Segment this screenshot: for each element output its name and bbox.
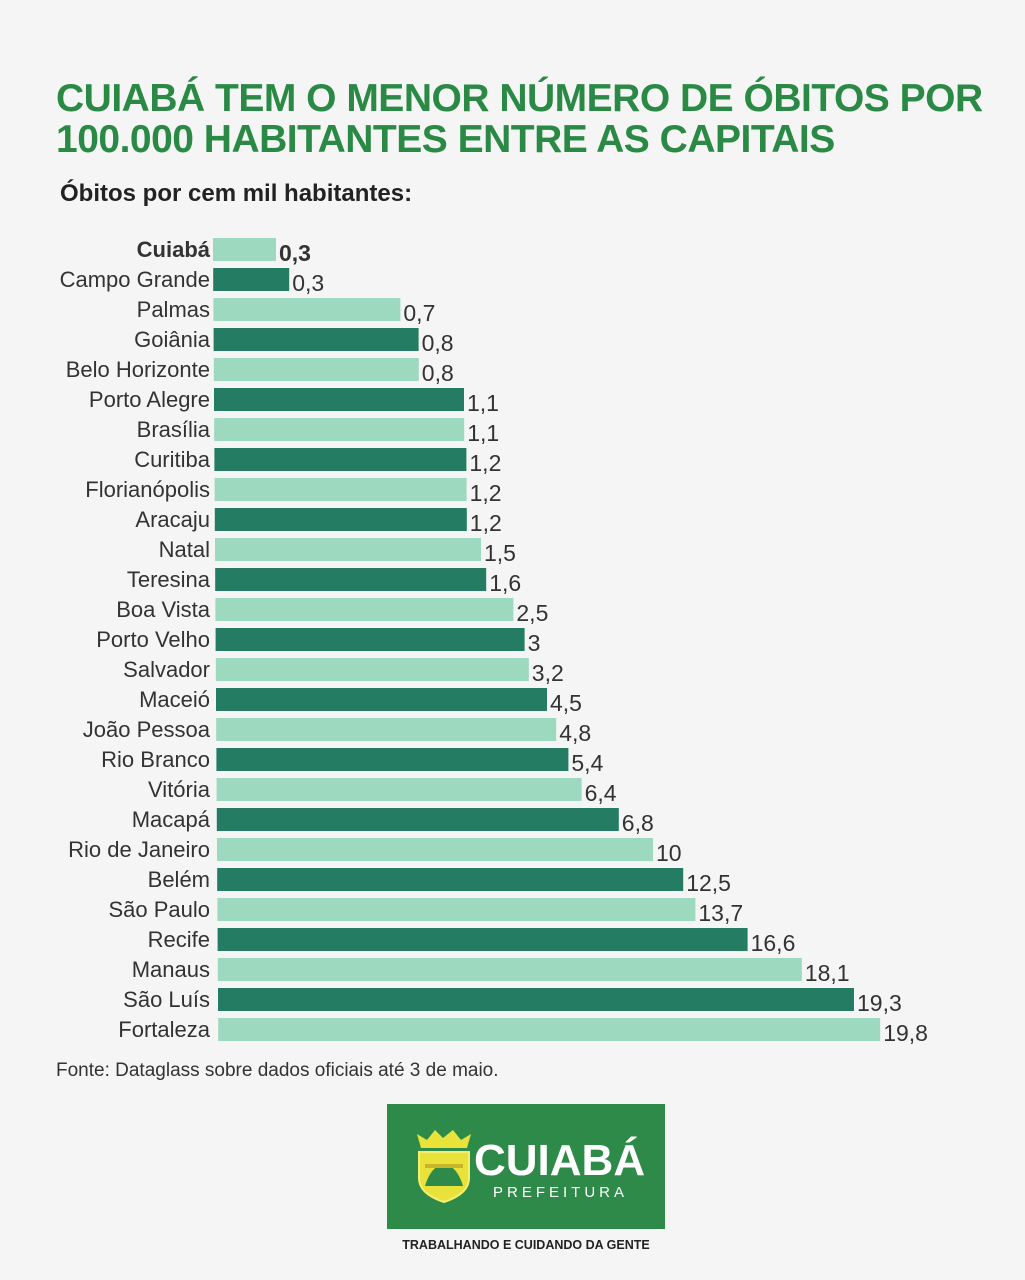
value-label: 12,5 (686, 870, 731, 896)
category-label: Campo Grande (60, 267, 210, 292)
category-label: Rio Branco (101, 747, 210, 772)
bar (218, 1018, 881, 1041)
value-label: 16,6 (751, 930, 796, 956)
prefeitura-logo: CUIABÁ PREFEITURA (387, 1104, 665, 1229)
bar (215, 538, 481, 561)
bar (216, 688, 547, 711)
bar-chart: Cuiabá 0,3 Campo Grande 0,3 Palmas 0,7 Goiânia… (60, 237, 928, 1046)
category-label: Cuiabá (137, 237, 211, 262)
value-label: 6,8 (622, 810, 654, 836)
value-label: 1,2 (469, 450, 501, 476)
category-label: Teresina (127, 567, 211, 592)
bar (216, 748, 569, 771)
value-label: 2,5 (516, 600, 548, 626)
category-label: Porto Alegre (89, 387, 210, 412)
bar (213, 268, 290, 291)
logo-subtitle: PREFEITURA (493, 1184, 629, 1201)
value-label: 4,5 (550, 690, 582, 716)
category-label: Porto Velho (96, 627, 210, 652)
bar (214, 478, 467, 501)
bar (217, 868, 684, 891)
category-label: Macapá (132, 807, 211, 832)
bar (215, 658, 529, 681)
value-label: 19,3 (857, 990, 902, 1016)
category-label: Florianópolis (85, 477, 210, 502)
value-label: 0,3 (279, 240, 311, 266)
bar (218, 988, 854, 1011)
bar (214, 418, 465, 441)
logo-wordmark: CUIABÁ (474, 1136, 646, 1185)
value-label: 1,1 (467, 420, 499, 446)
city-coat-of-arms-icon (417, 1130, 471, 1204)
value-label: 18,1 (805, 960, 850, 986)
category-label: Aracaju (135, 507, 210, 532)
bar (213, 328, 419, 351)
source-note: Fonte: Dataglass sobre dados oficiais at… (56, 1060, 499, 1081)
category-label: Belo Horizonte (66, 357, 210, 382)
category-label: Boa Vista (116, 597, 211, 622)
value-label: 3,2 (532, 660, 564, 686)
category-label: Belém (148, 867, 210, 892)
category-label: São Paulo (108, 897, 210, 922)
bar (213, 358, 419, 381)
value-label: 19,8 (883, 1020, 928, 1046)
bar (217, 838, 653, 861)
value-label: 0,8 (422, 360, 454, 386)
category-label: Goiânia (134, 327, 211, 352)
value-label: 10 (656, 840, 682, 866)
bar (217, 928, 748, 951)
bar (217, 898, 696, 921)
bar (214, 448, 467, 471)
value-label: 3 (528, 630, 541, 656)
bar (214, 508, 467, 531)
category-label: Palmas (137, 297, 210, 322)
value-label: 5,4 (571, 750, 603, 776)
bar (215, 628, 525, 651)
chart-title: CUIABÁ TEM O MENOR NÚMERO DE ÓBITOS POR … (56, 77, 983, 161)
category-label: Brasília (137, 417, 211, 442)
value-label: 1,2 (470, 510, 502, 536)
category-label: São Luís (123, 987, 210, 1012)
category-label: Maceió (139, 687, 210, 712)
tagline: TRABALHANDO E CUIDANDO DA GENTE (402, 1238, 650, 1252)
value-label: 6,4 (585, 780, 617, 806)
value-label: 0,8 (422, 330, 454, 356)
bar (213, 298, 401, 321)
category-label: Fortaleza (118, 1017, 210, 1042)
category-label: Vitória (148, 777, 211, 802)
category-label: Rio de Janeiro (68, 837, 210, 862)
bar (215, 598, 514, 621)
category-label: Manaus (132, 957, 210, 982)
chart-subtitle: Óbitos por cem mil habitantes: (60, 180, 413, 207)
category-label: João Pessoa (83, 717, 211, 742)
value-label: 1,2 (470, 480, 502, 506)
value-label: 0,3 (292, 270, 324, 296)
category-label: Recife (148, 927, 210, 952)
bar (216, 808, 619, 831)
bar (216, 778, 582, 801)
value-label: 13,7 (698, 900, 743, 926)
value-label: 1,6 (489, 570, 521, 596)
value-label: 1,5 (484, 540, 516, 566)
value-label: 1,1 (467, 390, 499, 416)
value-label: 4,8 (559, 720, 591, 746)
bar (216, 718, 557, 741)
category-label: Natal (159, 537, 210, 562)
bar (215, 568, 487, 591)
bar (217, 958, 802, 981)
value-label: 0,7 (403, 300, 435, 326)
category-label: Salvador (123, 657, 210, 682)
category-label: Curitiba (134, 447, 211, 472)
bar (214, 388, 464, 411)
bar (213, 238, 276, 261)
